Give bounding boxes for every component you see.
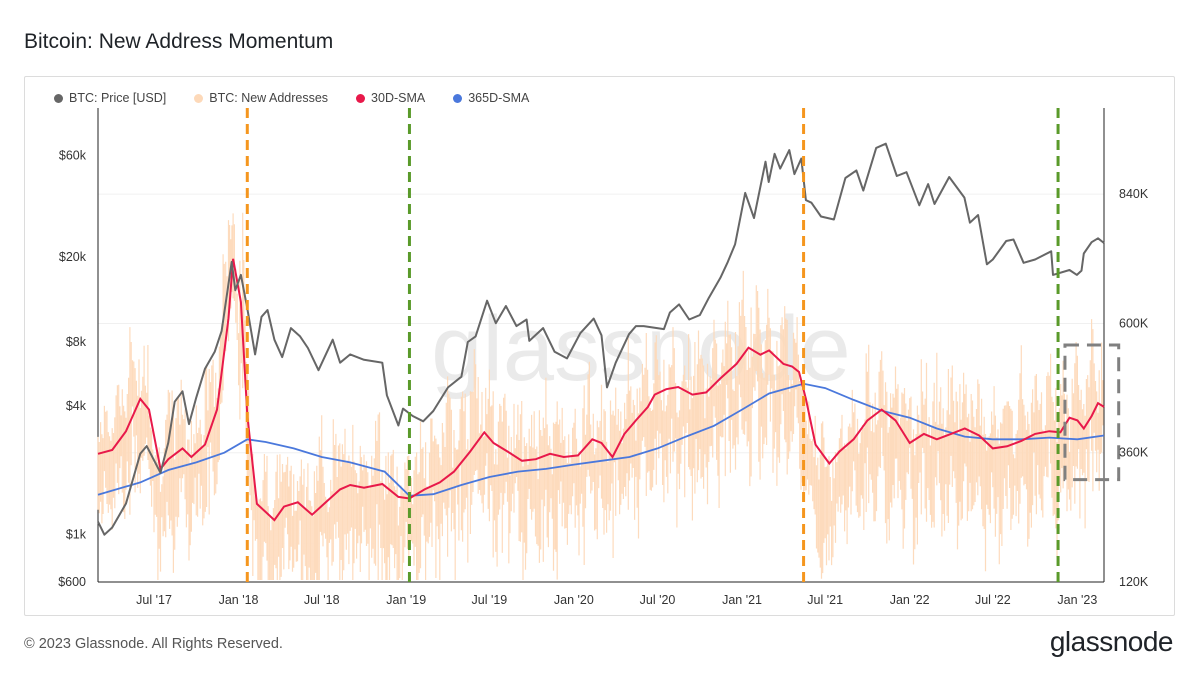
x-tick-label-5: Jan '20 bbox=[554, 593, 594, 607]
legend-dot-icon bbox=[194, 93, 204, 103]
legend-item-2[interactable]: 30D-SMA bbox=[356, 91, 425, 105]
x-tick-label-6: Jul '20 bbox=[640, 593, 676, 607]
legend-item-0[interactable]: BTC: Price [USD] bbox=[54, 91, 166, 105]
y-left-tick-label-0: $600 bbox=[58, 575, 86, 589]
x-tick-label-8: Jul '21 bbox=[807, 593, 843, 607]
legend-label: 30D-SMA bbox=[371, 91, 426, 105]
y-right-tick-label-0: 120K bbox=[1119, 575, 1149, 589]
series-365d-sma bbox=[97, 382, 1105, 497]
x-tick-label-10: Jul '22 bbox=[975, 593, 1011, 607]
brand-logo: glassnode bbox=[1049, 626, 1174, 657]
y-left-tick-label-1: $1k bbox=[66, 528, 87, 542]
legend-item-3[interactable]: 365D-SMA bbox=[453, 91, 529, 105]
x-tick-label-9: Jan '22 bbox=[890, 593, 930, 607]
watermark: glassnode bbox=[431, 298, 850, 400]
x-tick-label-2: Jul '18 bbox=[304, 593, 340, 607]
series-btc-price bbox=[97, 142, 1105, 536]
legend-label: 365D-SMA bbox=[468, 91, 530, 105]
x-tick-label-7: Jan '21 bbox=[722, 593, 762, 607]
highlight-box bbox=[1063, 343, 1121, 482]
y-left-tick-label-5: $60k bbox=[59, 148, 87, 162]
y-left-tick-label-2: $4k bbox=[66, 399, 87, 413]
x-tick-label-3: Jan '19 bbox=[386, 593, 426, 607]
y-left-tick-label-4: $20k bbox=[59, 250, 87, 264]
series-new-addresses bbox=[97, 212, 1104, 580]
y-left-tick-label-3: $8k bbox=[66, 335, 87, 349]
y-right-tick-label-2: 600K bbox=[1119, 316, 1149, 330]
legend-label: BTC: New Addresses bbox=[209, 91, 329, 105]
x-tick-label-1: Jan '18 bbox=[219, 593, 259, 607]
copyright-footer: © 2023 Glassnode. All Rights Reserved. bbox=[24, 636, 283, 652]
y-right-tick-label-1: 360K bbox=[1119, 446, 1149, 460]
chart-legend: BTC: Price [USD] BTC: New Addresses 30D-SM… bbox=[54, 91, 529, 105]
y-right-tick-label-3: 840K bbox=[1119, 187, 1149, 201]
x-tick-label-4: Jul '19 bbox=[472, 593, 508, 607]
legend-item-1[interactable]: BTC: New Addresses bbox=[194, 91, 328, 105]
x-tick-label-11: Jan '23 bbox=[1057, 593, 1097, 607]
legend-dot-icon bbox=[356, 93, 366, 103]
legend-label: BTC: Price [USD] bbox=[69, 91, 167, 105]
page-title: Bitcoin: New Address Momentum bbox=[24, 30, 334, 53]
x-tick-label-0: Jul '17 bbox=[136, 593, 172, 607]
legend-dot-icon bbox=[453, 93, 463, 103]
legend-dot-icon bbox=[54, 93, 63, 103]
